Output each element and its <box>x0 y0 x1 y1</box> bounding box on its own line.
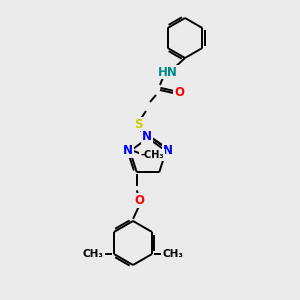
Text: CH₃: CH₃ <box>163 249 184 259</box>
Text: S: S <box>134 118 142 130</box>
Text: N: N <box>142 130 152 143</box>
Text: HN: HN <box>158 65 178 79</box>
Text: O: O <box>135 194 145 207</box>
Text: N: N <box>123 144 133 157</box>
Text: -CH₃: -CH₃ <box>140 150 164 160</box>
Text: N: N <box>163 144 173 157</box>
Text: CH₃: CH₃ <box>82 249 103 259</box>
Text: O: O <box>174 86 184 100</box>
